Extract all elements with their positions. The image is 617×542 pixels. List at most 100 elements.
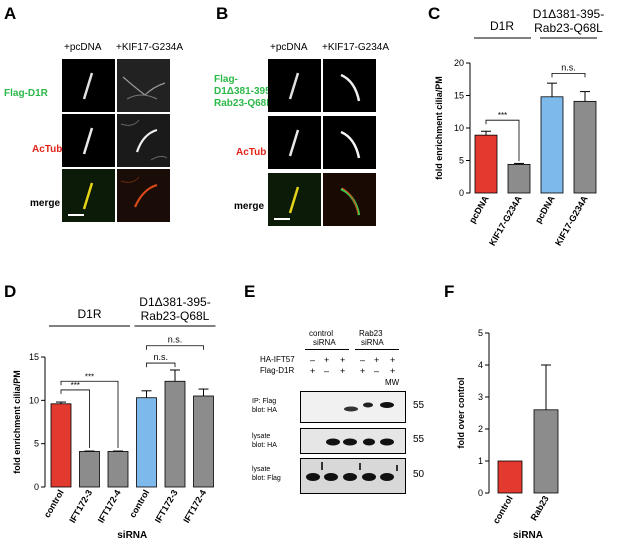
- e-blot1-label-line2: blot: HA: [252, 407, 277, 414]
- y-axis-title: fold enrichment cilia/PM: [12, 370, 22, 474]
- panel-a-micrograph-r3c2: [117, 169, 170, 222]
- panel-a-row3-label: merge: [30, 198, 61, 209]
- bar-kif17-g234a: [507, 163, 531, 194]
- bar-kif17-g234a: [573, 100, 597, 194]
- panel-a-row2-label: AcTub: [32, 144, 63, 155]
- panel-b-micrograph-r3c1: [268, 173, 321, 226]
- e-sign-cell: –: [324, 366, 330, 376]
- e-blot1-label-line1: IP: Flag: [252, 398, 277, 405]
- panel-a-row1-label: Flag-D1R: [4, 88, 48, 99]
- panel-b-col1-header: +pcDNA: [270, 42, 308, 53]
- significance-bracket: [60, 389, 90, 448]
- chart-f: 0 1 2 3 4 5 fold over control control Rab23 siRNA: [456, 328, 559, 541]
- bar-ift172-4: [107, 451, 129, 488]
- e-blot2-mw: 55: [413, 434, 425, 445]
- significance-label: n.s.: [561, 62, 576, 72]
- y-tick-label: 2: [478, 424, 483, 434]
- group-label-mutant-line1: D1Δ381-395-: [139, 295, 210, 309]
- bar-ift172-3: [164, 380, 186, 488]
- significance-label: ***: [498, 111, 507, 120]
- panel-b-row1-label-line3: Rab23-Q68L: [214, 98, 273, 109]
- bar-ift172-4: [193, 395, 214, 488]
- significance-bracket: [146, 362, 176, 368]
- y-tick-label: 0: [459, 188, 464, 198]
- y-tick-label: 15: [29, 352, 39, 362]
- e-sign-cell: –: [310, 355, 316, 365]
- e-group2-underline: [355, 349, 399, 350]
- panel-b-micrograph-r3c2: [323, 173, 376, 226]
- significance-bracket: [485, 119, 520, 162]
- e-blot2-label-line1: lysate: [252, 433, 271, 440]
- significance-bracket: [146, 345, 204, 350]
- e-sign-cell: +: [340, 366, 346, 376]
- y-tick-label: 10: [454, 123, 464, 133]
- category-label: control: [127, 488, 151, 519]
- bar-pcdna: [540, 96, 564, 194]
- group-label-mutant-line2: Rab23-Q68L: [534, 21, 603, 35]
- y-tick-label: 0: [478, 488, 483, 498]
- y-axis-title: fold over control: [456, 377, 466, 448]
- e-mw-label: MW: [385, 378, 400, 387]
- panel-b-micrograph-r1c2: [323, 59, 376, 112]
- e-sign-cell: +: [340, 355, 346, 365]
- e-row2-label: Flag-D1R: [260, 366, 295, 375]
- significance-label: ***: [85, 372, 94, 381]
- panel-a-col1-header: +pcDNA: [64, 42, 102, 53]
- category-label: Rab23: [529, 494, 551, 522]
- e-group2-label-line1: Rab23: [359, 329, 383, 338]
- category-label: pcDNA: [467, 194, 491, 225]
- category-label: IFT172-3: [67, 488, 94, 525]
- panel-a-micrograph-r3c1: [62, 169, 115, 222]
- e-group2-label-line2: siRNA: [361, 338, 384, 347]
- y-axis-title: fold enrichment cilia/PM: [434, 76, 444, 180]
- bar-rab23: [533, 409, 559, 494]
- y-tick-label: 5: [34, 439, 39, 449]
- x-axis-title: siRNA: [513, 530, 543, 541]
- group-label-mutant-line2: Rab23-Q68L: [141, 309, 210, 323]
- e-sign-cell: +: [390, 355, 396, 365]
- panel-label-b: B: [216, 4, 229, 23]
- y-tick-label: 3: [478, 392, 483, 402]
- y-tick-label: 4: [478, 360, 483, 370]
- e-blot3-image: [300, 458, 406, 494]
- group-label-d1r: D1R: [77, 307, 101, 321]
- y-tick-label: 20: [454, 58, 464, 68]
- bar-pcdna: [474, 134, 498, 194]
- y-tick-label: 5: [459, 156, 464, 166]
- category-label: IFT172-4: [96, 488, 123, 525]
- y-tick-label: 5: [478, 328, 483, 338]
- chart-c: 0 5 10 15 20 fold enrichment cilia/PM pcDNAKIF…: [434, 8, 604, 248]
- significance-bracket: [60, 380, 119, 448]
- panel-label-d: D: [4, 282, 17, 301]
- group-label-d1r: D1R: [490, 19, 514, 33]
- panel-b-row2-label: AcTub: [236, 147, 267, 158]
- e-row1-label: HA-IFT57: [260, 355, 295, 364]
- e-blot2-image: [300, 428, 406, 454]
- y-tick-label: 15: [454, 91, 464, 101]
- significance-label: n.s.: [153, 352, 168, 362]
- panel-b-col2-header: +KIF17-G234A: [322, 42, 389, 53]
- category-label: IFT172-3: [153, 488, 180, 525]
- category-label: KIF17-G234A: [487, 194, 524, 248]
- e-blot3-label-line2: blot: Flag: [252, 475, 281, 482]
- e-sign-cell: +: [310, 366, 316, 376]
- category-label: IFT172-4: [181, 488, 208, 525]
- panel-label-e: E: [244, 282, 256, 301]
- panel-a-micrograph-r1c2: [117, 59, 170, 112]
- group-label-mutant-line1: D1Δ381-395-: [533, 8, 604, 21]
- e-group1-underline: [305, 349, 349, 350]
- panel-label-c: C: [428, 4, 441, 23]
- e-sign-cell: +: [360, 366, 366, 376]
- category-label: control: [42, 488, 66, 519]
- panel-b-row1-label-line2: D1Δ381-395-: [214, 86, 274, 97]
- e-blot1-mw: 55: [413, 400, 425, 411]
- panel-a-micrograph-r1c1: [62, 59, 115, 112]
- e-blot1-image: [300, 391, 406, 423]
- panel-label-a: A: [4, 4, 17, 23]
- panel-b-row3-label: merge: [234, 201, 265, 212]
- panel-a-micrograph-r2c2: [117, 114, 170, 167]
- e-sign-cell: +: [374, 355, 380, 365]
- panel-b-row1-label-line1: Flag-: [214, 74, 238, 85]
- bar-ift172-3: [79, 451, 100, 488]
- e-blot2-label-line2: blot: HA: [252, 442, 277, 449]
